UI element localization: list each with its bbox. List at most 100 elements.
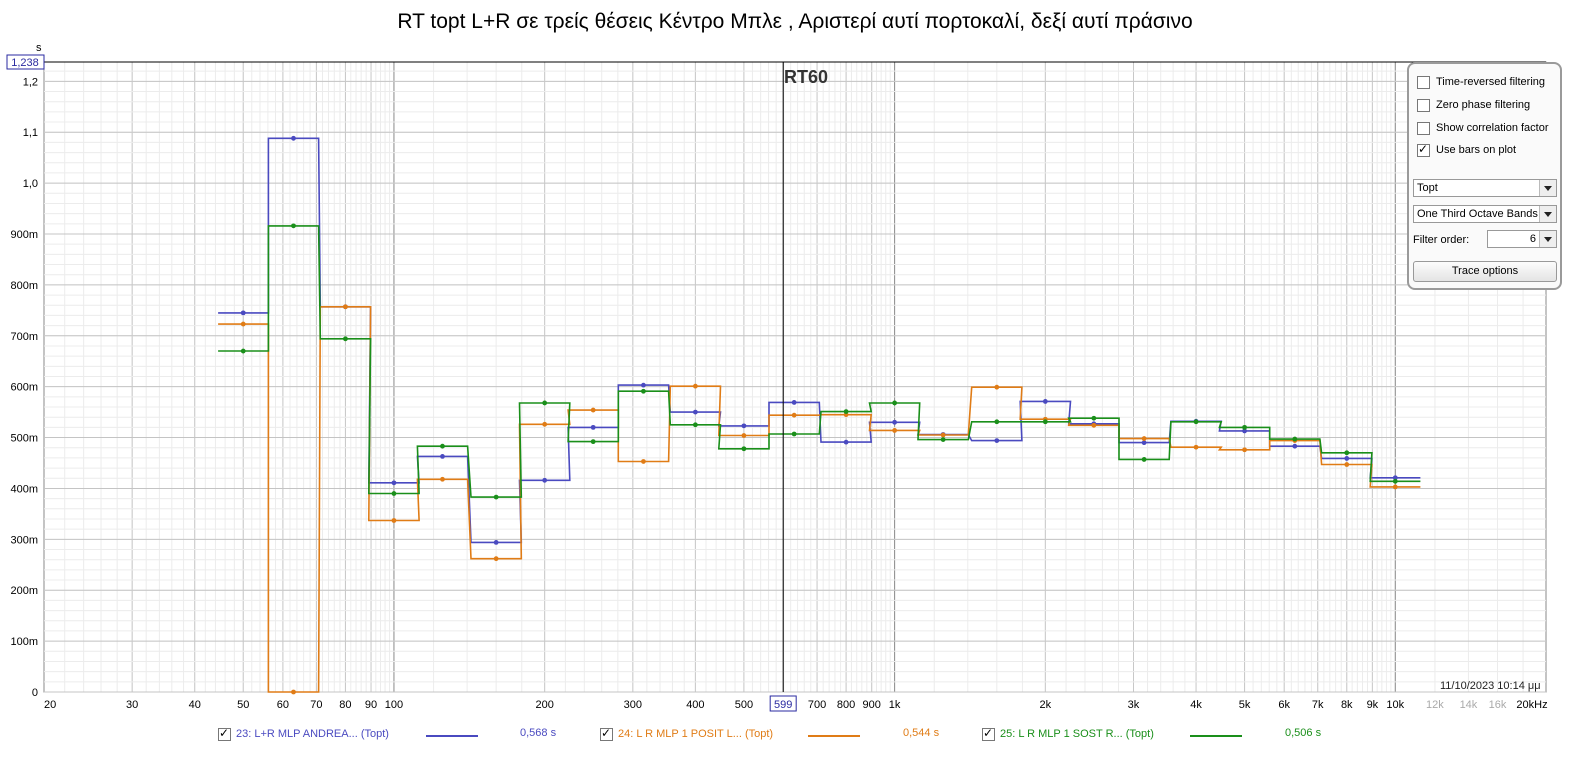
series-25-point [892, 400, 898, 406]
legend-checkbox-25[interactable] [982, 726, 995, 741]
series-23-point [1292, 443, 1298, 449]
series-25-point [1141, 457, 1147, 462]
x-tick-label: 5k [1239, 699, 1251, 711]
series-24-point [343, 304, 348, 310]
x-tick-label: 700 [808, 699, 826, 711]
zero-phase-label: Zero phase filtering [1436, 99, 1531, 111]
bands-select[interactable]: One Third Octave Bands [1413, 205, 1557, 223]
bands-select-value: One Third Octave Bands [1417, 208, 1538, 220]
x-tick-label: 300 [624, 699, 642, 711]
series-24-point [940, 432, 946, 438]
x-tick-label: 14k [1460, 699, 1478, 711]
chevron-down-icon[interactable] [1539, 206, 1556, 222]
series-25-point [542, 400, 548, 406]
legend-label-23: 23: L+R MLP ANDREA... (Topt) [236, 728, 389, 740]
y-tick-label: 700m [10, 331, 38, 343]
show-correlation-option[interactable]: Show correlation factor [1417, 120, 1549, 136]
series-24-point [1344, 462, 1350, 467]
x-tick-label: 70 [310, 699, 322, 711]
x-axis-ticks: 20 30 40 50 60 70 80 90 100 200 300 400 500 700 800 900… [44, 699, 1548, 711]
chevron-down-icon[interactable] [1539, 180, 1556, 196]
series-24-point [291, 689, 296, 695]
series-23-point [892, 419, 898, 425]
series-25-point [1344, 450, 1350, 456]
x-tick-label: 10k [1386, 699, 1404, 711]
use-bars-option[interactable]: Use bars on plot [1417, 142, 1516, 158]
cursor-layer: 1,238 599 [6, 54, 1546, 712]
show-correlation-checkbox[interactable] [1417, 121, 1430, 135]
series-23-point [440, 453, 445, 459]
x-tick-label: 80 [339, 699, 351, 711]
chevron-down-icon[interactable] [1539, 231, 1556, 247]
series-23-point [1242, 428, 1247, 434]
series-24-point [240, 321, 246, 327]
legend-swatch-25 [1190, 735, 1242, 737]
legend-item-24[interactable]: 24: L R MLP 1 POSIT L... (Topt) [600, 725, 773, 743]
trace-options-button[interactable]: Trace options [1413, 261, 1557, 282]
legend-label-24: 24: L R MLP 1 POSIT L... (Topt) [618, 728, 774, 740]
series-25-point [741, 446, 747, 452]
cursor-x-label: 599 [774, 699, 792, 711]
filter-order-select[interactable]: 6 [1487, 230, 1557, 248]
series-25-point [493, 494, 499, 500]
x-tick-label: 9k [1367, 699, 1379, 711]
zero-phase-option[interactable]: Zero phase filtering [1417, 97, 1530, 113]
x-tick-label: 200 [535, 699, 553, 711]
series-25-line [218, 225, 1421, 498]
timestamp: 11/10/2023 10:14 μμ [1440, 680, 1541, 692]
series-25-point [1042, 419, 1048, 425]
series-24-point [391, 518, 397, 523]
series-25-point [1392, 478, 1398, 484]
legend-item-23[interactable]: 23: L+R MLP ANDREA... (Topt) [218, 725, 389, 743]
chart-title: RT topt L+R σε τρείς θέσεις Κέντρο Μπλε … [397, 10, 1193, 33]
legend-checkbox-23[interactable] [218, 726, 231, 741]
use-bars-label: Use bars on plot [1436, 144, 1517, 156]
series-24-point [1392, 484, 1398, 490]
y-tick-label: 300m [10, 534, 38, 546]
x-tick-label: 40 [189, 699, 201, 711]
series-23-point [741, 423, 747, 429]
time-reversed-option[interactable]: Time-reversed filtering [1417, 74, 1545, 90]
show-correlation-label: Show correlation factor [1436, 122, 1549, 134]
series-23-point [791, 400, 797, 405]
series-25-point [343, 336, 348, 342]
y-tick-label: 1,2 [23, 76, 38, 88]
x-tick-label: 400 [686, 699, 704, 711]
x-tick-label: 90 [365, 699, 377, 711]
y-unit-label: s [36, 42, 42, 54]
plot-area [43, 61, 1547, 693]
x-tick-label: 12k [1426, 699, 1444, 711]
legend-swatch-23 [426, 735, 478, 737]
legend-swatch-24 [808, 735, 860, 737]
y-tick-label: 600m [10, 382, 38, 394]
cursor-y-label: 1,238 [11, 57, 39, 69]
y-tick-label: 100m [10, 636, 38, 648]
x-tick-label: 2k [1040, 699, 1052, 711]
series-24-point [1193, 444, 1199, 450]
zero-phase-checkbox[interactable] [1417, 98, 1430, 112]
series-24-point [590, 407, 596, 413]
x-tick-label: 20kHz [1516, 699, 1547, 711]
y-axis-ticks: 0 100m 200m 300m 400m 500m 600m 700m 800m 900m 1,0… [10, 76, 38, 699]
plot-label: RT60 [784, 67, 828, 87]
use-bars-checkbox[interactable] [1417, 142, 1430, 157]
series-23-point [291, 135, 296, 141]
measure-select[interactable]: Topt [1413, 179, 1557, 197]
legend-value-25: 0,506 s [1285, 727, 1322, 739]
legend-checkbox-24[interactable] [600, 726, 613, 741]
y-tick-label: 200m [10, 585, 38, 597]
series-23-point [1344, 456, 1350, 461]
x-tick-label: 50 [237, 699, 249, 711]
series-25-point [791, 431, 797, 437]
filter-order-label: Filter order: [1413, 234, 1470, 246]
series-23-point [542, 477, 548, 483]
y-tick-label: 1,0 [23, 178, 38, 190]
series-23-point [1042, 399, 1048, 404]
series-24-point [542, 421, 548, 427]
legend-item-25[interactable]: 25: L R MLP 1 SOST R... (Topt) [982, 725, 1154, 743]
legend-value-23: 0,568 s [520, 727, 557, 739]
time-reversed-checkbox[interactable] [1417, 75, 1430, 89]
x-tick-label: 6k [1278, 699, 1290, 711]
series-24-point [692, 383, 698, 389]
